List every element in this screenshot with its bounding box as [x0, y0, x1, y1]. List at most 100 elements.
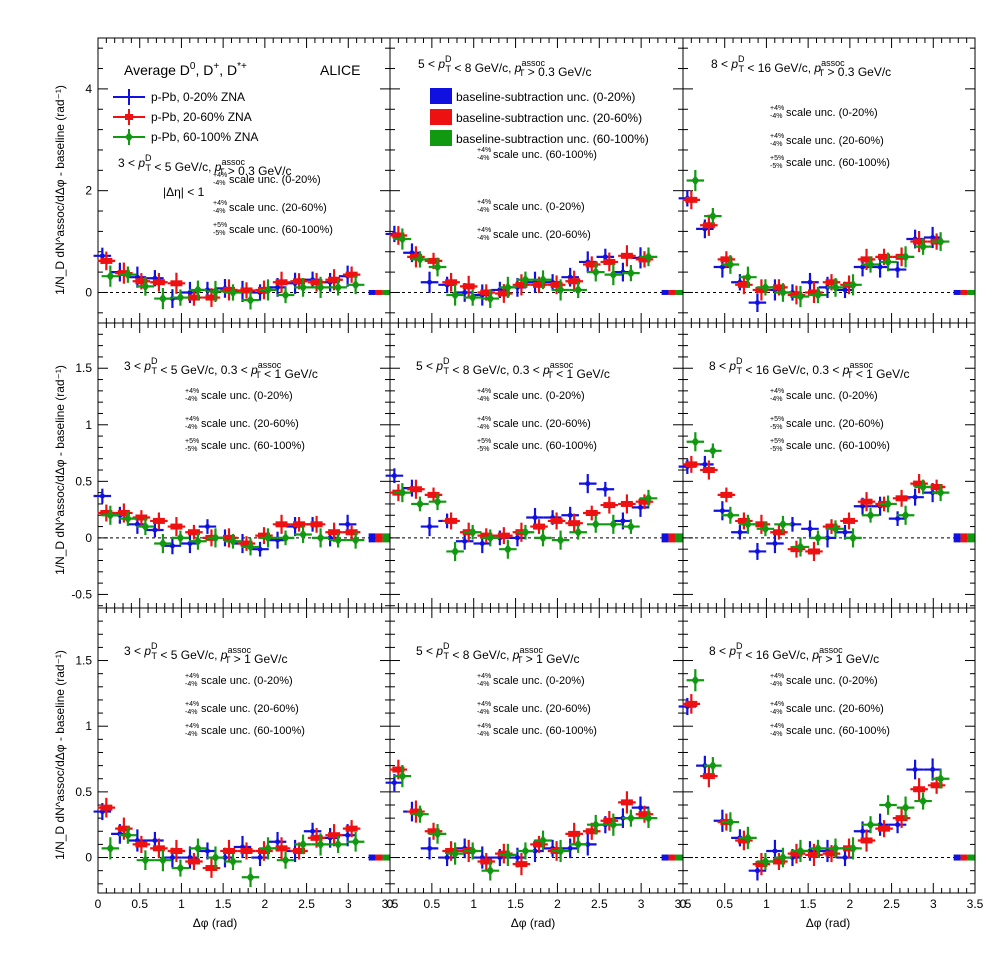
panel-frame [682, 607, 976, 894]
data-point [567, 845, 573, 851]
data-point [515, 281, 528, 288]
data-point [831, 843, 840, 854]
baseline-unc-box [375, 289, 383, 295]
data-point [316, 532, 325, 543]
data-point [919, 481, 928, 492]
data-point [685, 196, 698, 203]
scale-unc-lower: -4% [770, 396, 782, 403]
scale-unc-upper: +4% [477, 147, 491, 154]
baseline-unc-box [953, 533, 961, 543]
data-point [556, 284, 565, 295]
data-point [299, 839, 308, 850]
scale-unc-label: scale unc. (60-100%) [493, 725, 597, 737]
scale-unc-upper: +4% [213, 172, 227, 179]
data-point [737, 837, 750, 844]
scale-unc-label: scale unc. (20-60%) [493, 418, 591, 430]
baseline-unc-box [382, 854, 390, 861]
data-point [796, 845, 805, 856]
baseline-unc-box [953, 289, 961, 295]
data-point [685, 700, 698, 707]
data-point [913, 238, 926, 245]
x-axis-title-right: Δφ (rad) [806, 916, 850, 930]
scale-unc-label: scale unc. (0-20%) [201, 675, 293, 687]
series-0 [93, 488, 376, 557]
data-point [433, 262, 442, 273]
data-point [391, 473, 397, 479]
scale-unc-upper: +4% [185, 416, 199, 423]
scale-unc-upper: +5% [185, 438, 199, 445]
scale-unc-lower: -4% [477, 207, 489, 214]
panel-title: 3 < pD T < 5 GeV/c, passoc T > 0.3 GeV/c [118, 153, 292, 178]
data-point [807, 289, 820, 296]
scale-unc-lower: -4% [185, 681, 197, 688]
panel-3: 8 < pD T < 16 GeV/c, passoc T > 0.3 GeV/c +… [678, 37, 976, 324]
series-2 [101, 826, 390, 888]
data-point [258, 532, 271, 539]
data-point [415, 809, 424, 820]
data-point [427, 828, 440, 835]
data-point [644, 493, 653, 504]
series-0 [678, 455, 961, 560]
data-point [293, 847, 306, 854]
scale-unc-upper: +4% [185, 723, 199, 730]
data-point [521, 274, 530, 285]
baseline-box-0-20 [430, 88, 452, 104]
data-point [497, 850, 510, 857]
baseline-unc-box [661, 289, 669, 295]
scale-unc-label: scale unc. (60-100%) [493, 440, 597, 452]
data-point [754, 868, 760, 874]
data-point [299, 282, 308, 293]
x-tick-label: 1.5 [507, 897, 524, 911]
baseline-box-60-100 [430, 130, 452, 146]
data-point [521, 845, 530, 856]
y-tick-label: 2 [85, 184, 92, 198]
data-point [556, 535, 565, 546]
data-point [246, 872, 255, 883]
data-point [568, 830, 581, 837]
data-point [187, 289, 193, 295]
data-point [427, 257, 440, 264]
baseline-label-20-60: baseline-subtraction unc. (20-60%) [456, 111, 642, 125]
data-point [930, 767, 936, 773]
scale-unc-lower: -4% [770, 731, 782, 738]
data-point [602, 486, 608, 492]
data-point [281, 532, 290, 543]
scale-unc-label: scale unc. (60-100%) [229, 224, 333, 236]
baseline-unc-box [668, 533, 676, 543]
data-point [222, 286, 235, 293]
series-1 [97, 251, 383, 307]
x-tick-label: 1.5 [215, 897, 232, 911]
data-point [204, 848, 210, 854]
x-tick-label: 0 [95, 897, 102, 911]
scale-unc-label: scale unc. (60-100%) [493, 149, 597, 161]
data-point [392, 232, 405, 239]
scale-unc-label: scale unc. (0-20%) [493, 675, 585, 687]
data-point [726, 259, 735, 270]
data-point [772, 858, 785, 865]
data-point [743, 519, 752, 530]
data-point [310, 828, 316, 834]
legend-entry-60-100: p-Pb, 60-100% ZNA [113, 129, 258, 145]
scale-unc-lower: -4% [477, 424, 489, 431]
panel-2: 5 < pD T < 8 GeV/c, passoc T > 0.3 GeV/c +4… [385, 37, 684, 324]
data-point [334, 535, 343, 546]
data-point [556, 845, 565, 856]
data-point [222, 534, 235, 541]
figure-title: Average D0, D+, D*+ [124, 61, 247, 78]
x-tick-label: 3.5 [967, 897, 984, 911]
data-point [433, 496, 442, 507]
scale-unc-upper: +4% [770, 388, 784, 395]
scale-unc-label: scale unc. (60-100%) [786, 157, 890, 169]
panel-4: -0.5 0 0.5 1 1.5 3 < pD T < 5 GeV/c, 0.3 < pas… [71, 322, 391, 609]
data-point [409, 486, 422, 493]
data-point [644, 251, 653, 262]
scale-unc-label: scale unc. (20-60%) [786, 418, 884, 430]
data-point [451, 546, 460, 557]
data-point [637, 504, 643, 510]
data-point [479, 541, 485, 547]
baseline-unc-box [382, 533, 390, 543]
y-tick-label: 1 [85, 719, 92, 733]
data-point [726, 510, 735, 521]
y-tick-label: 1 [85, 418, 92, 432]
data-point [754, 548, 760, 554]
